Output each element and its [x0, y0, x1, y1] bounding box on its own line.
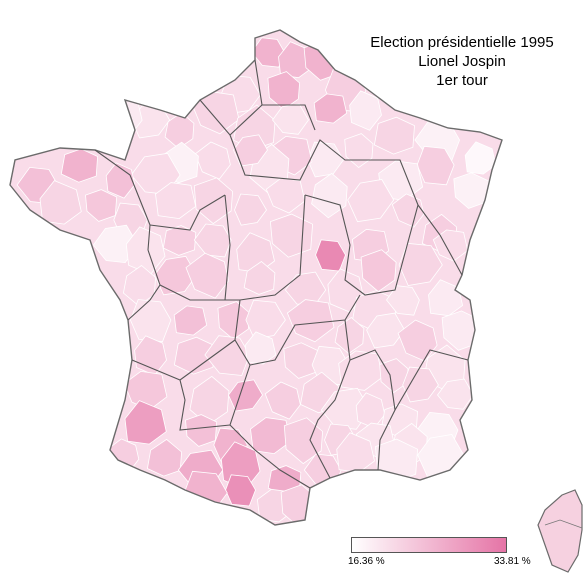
department-shape	[464, 141, 497, 175]
department-shape	[92, 224, 139, 264]
map-title-line2: Lionel Jospin	[418, 53, 506, 70]
department-shape	[250, 417, 292, 455]
department-shape	[373, 116, 415, 155]
department-shape	[233, 134, 268, 167]
department-shape	[286, 299, 335, 343]
color-scale-legend	[351, 537, 507, 553]
department-shape	[283, 417, 324, 465]
department-shape	[105, 162, 136, 199]
legend-max-label: 33.81 %	[494, 556, 531, 567]
department-shape	[397, 319, 438, 362]
department-shape	[185, 414, 218, 447]
department-shape	[344, 133, 374, 169]
department-shape	[391, 193, 425, 228]
legend-min-label: 16.36 %	[348, 556, 385, 567]
department-shape	[311, 172, 348, 219]
department-shape	[245, 299, 286, 340]
department-shape	[85, 189, 118, 222]
department-shape	[453, 172, 490, 209]
department-shape	[154, 255, 198, 296]
department-shape	[366, 312, 406, 349]
department-shape	[162, 225, 197, 256]
department-shape	[347, 179, 395, 223]
map-title-line3: 1er tour	[436, 72, 488, 89]
map-title-line1: Election présidentielle 1995	[370, 34, 554, 51]
department-shape	[155, 182, 197, 220]
department-shape	[124, 400, 167, 445]
department-shape	[271, 103, 309, 135]
department-shape	[398, 242, 443, 286]
region-borders	[94, 59, 469, 489]
department-shape	[349, 90, 382, 131]
department-shape	[234, 193, 267, 226]
department-shape	[60, 148, 99, 183]
department-shape	[402, 366, 439, 403]
department-shape	[146, 438, 183, 477]
department-shape	[129, 299, 172, 343]
corsica-outline	[537, 489, 583, 573]
department-shape	[173, 305, 208, 336]
department-shape	[385, 285, 420, 316]
department-shape	[436, 378, 474, 410]
department-shape	[265, 177, 306, 214]
department-shape	[193, 177, 234, 225]
corsica-department-border	[544, 519, 583, 529]
department-shape	[313, 93, 348, 124]
department-shapes	[10, 30, 502, 525]
department-shape	[379, 358, 409, 394]
department-shape	[193, 223, 232, 258]
department-shape	[39, 180, 82, 225]
mainland-france-outline	[9, 29, 503, 526]
department-shape	[264, 381, 301, 420]
department-shape	[244, 331, 277, 365]
department-shape	[185, 252, 230, 299]
department-shape	[334, 316, 365, 355]
department-shape	[243, 260, 276, 295]
